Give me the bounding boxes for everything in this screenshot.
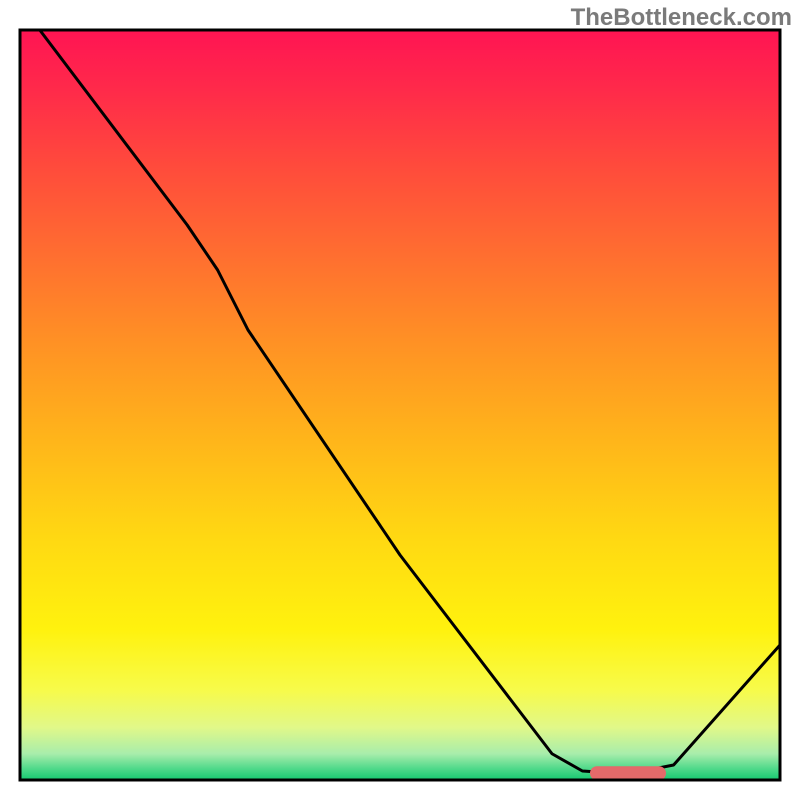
chart-container: TheBottleneck.com [0, 0, 800, 800]
watermark-text: TheBottleneck.com [571, 4, 792, 32]
plot-background [20, 30, 780, 780]
minimum-marker [590, 766, 666, 780]
chart-svg [0, 0, 800, 800]
